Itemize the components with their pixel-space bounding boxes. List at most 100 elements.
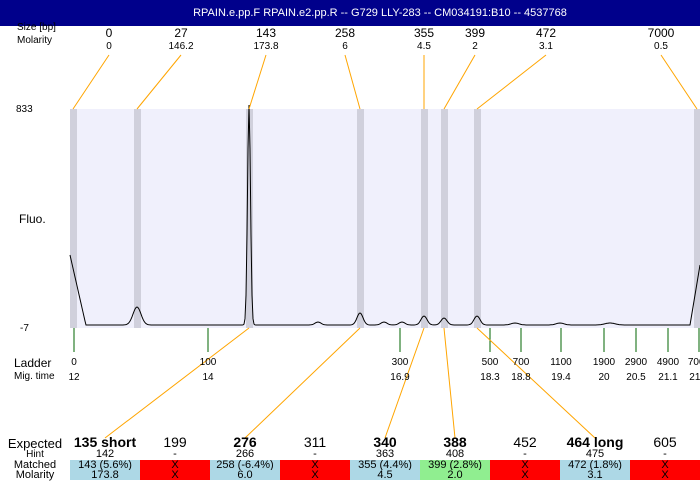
table-cell-molarity: X — [280, 470, 350, 481]
table-cell-matched: 258 (-6.4%) — [210, 460, 280, 471]
migtime-label: Mig. time — [14, 371, 55, 382]
peak-band — [474, 109, 481, 328]
y-min-label: -7 — [20, 323, 29, 334]
peak-band — [441, 109, 448, 328]
table-cell-matched: X — [630, 460, 700, 471]
peak-molarity: 3.1 — [539, 41, 553, 52]
table-cell-matched: X — [140, 460, 210, 471]
peak-connector — [476, 54, 547, 110]
expected-size: 605 — [653, 434, 677, 450]
hint-value: 142 — [95, 448, 115, 460]
ladder-migtime: 16.9 — [390, 372, 410, 383]
peak-molarity: 146.2 — [168, 41, 194, 52]
hint-value: - — [313, 448, 317, 460]
peak-connector — [248, 54, 267, 110]
expected-size: 311 — [303, 434, 327, 450]
expected-size: 135 short — [73, 434, 137, 450]
matched-label: Matched — [13, 459, 57, 471]
ladder-migtime: 14 — [202, 372, 214, 383]
table-cell-matched: 143 (5.6%) — [70, 460, 140, 471]
ladder-migtime: 20 — [598, 372, 610, 383]
ladder-migtime: 21.1 — [658, 372, 678, 383]
peak-size: 143 — [255, 26, 277, 40]
hint-value: 266 — [235, 448, 255, 460]
peak-band — [357, 109, 364, 328]
ladder-migtime: 19.4 — [551, 372, 571, 383]
match-connector — [384, 327, 425, 439]
ladder-label: Ladder — [14, 356, 52, 370]
ladder-migtime: 20.5 — [626, 372, 646, 383]
hint-value: - — [173, 448, 177, 460]
peak-connector — [660, 54, 698, 110]
ladder-bp: 2900 — [624, 357, 648, 368]
peak-band — [694, 109, 700, 328]
peak-connector — [72, 54, 110, 110]
hint-label: Hint — [26, 449, 44, 460]
ladder-migtime: 18.3 — [480, 372, 500, 383]
table-cell-molarity: 3.1 — [560, 470, 630, 481]
hint-value: - — [523, 448, 527, 460]
match-connector — [244, 327, 361, 439]
title-bar: RPAIN.e.pp.F RPAIN.e2.pp.R -- G729 LLY-2… — [0, 0, 700, 26]
expected-size: 199 — [163, 434, 187, 450]
table-cell-matched: 399 (2.8%) — [420, 460, 490, 471]
peak-connector — [136, 54, 182, 110]
table-cell-matched: X — [280, 460, 350, 471]
table-cell-molarity: 173.8 — [70, 470, 140, 481]
molarity-label: Molarity — [17, 35, 53, 46]
size-label: Size [bp] — [17, 22, 56, 33]
table-cell-matched: X — [490, 460, 560, 471]
expected-size: 452 — [513, 434, 537, 450]
peak-size: 258 — [334, 26, 356, 40]
peak-band — [246, 109, 253, 328]
ladder-bp: 0 — [71, 357, 77, 368]
hint-value: 363 — [375, 448, 395, 460]
peak-molarity: 0.5 — [654, 41, 668, 52]
peak-band — [134, 109, 141, 328]
match-connector — [476, 327, 596, 439]
ladder-bp: 7000 — [687, 357, 700, 368]
peak-band — [421, 109, 428, 328]
hint-value: 475 — [585, 448, 605, 460]
ladder-migtime: 12 — [68, 372, 80, 383]
peak-molarity: 2 — [472, 41, 478, 52]
ladder-bp: 700 — [512, 357, 530, 368]
plot-area — [70, 109, 700, 328]
table-cell-molarity: X — [630, 470, 700, 481]
table-cell-molarity: 2.0 — [420, 470, 490, 481]
table-cell-molarity: 6.0 — [210, 470, 280, 481]
table-cell-molarity: 4.5 — [350, 470, 420, 481]
ladder-migtime: 21.6 — [689, 372, 700, 383]
molarity-row-label: Molarity — [15, 469, 55, 481]
table-cell-molarity: X — [140, 470, 210, 481]
peak-size: 27 — [174, 26, 188, 40]
peak-size: 7000 — [647, 26, 675, 40]
ladder-bp: 1900 — [592, 357, 616, 368]
table-cell-matched: 355 (4.4%) — [350, 460, 420, 471]
peak-size: 399 — [464, 26, 486, 40]
ladder-bp: 300 — [391, 357, 409, 368]
peak-band — [70, 109, 77, 328]
expected-size: 464 long — [566, 434, 624, 450]
peak-size: 0 — [105, 26, 113, 40]
peak-molarity: 173.8 — [253, 41, 279, 52]
peak-connector — [344, 54, 361, 110]
ladder-bp: 100 — [199, 357, 217, 368]
expected-size: 388 — [443, 434, 467, 450]
peak-size: 472 — [535, 26, 557, 40]
hint-value: 408 — [445, 448, 465, 460]
ladder-bp: 1100 — [550, 357, 572, 368]
peak-molarity: 0 — [106, 41, 112, 52]
ladder-bp: 500 — [481, 357, 499, 368]
table-cell-matched: 472 (1.8%) — [560, 460, 630, 471]
match-connector — [443, 327, 456, 439]
match-connector — [104, 327, 250, 439]
y-max-label: 833 — [16, 104, 33, 115]
peak-connector — [443, 54, 476, 110]
y-axis-label: Fluo. — [19, 212, 46, 226]
table-cell-molarity: X — [490, 470, 560, 481]
expected-label: Expected — [7, 436, 63, 451]
peak-molarity: 4.5 — [417, 41, 431, 52]
hint-value: - — [663, 448, 667, 460]
